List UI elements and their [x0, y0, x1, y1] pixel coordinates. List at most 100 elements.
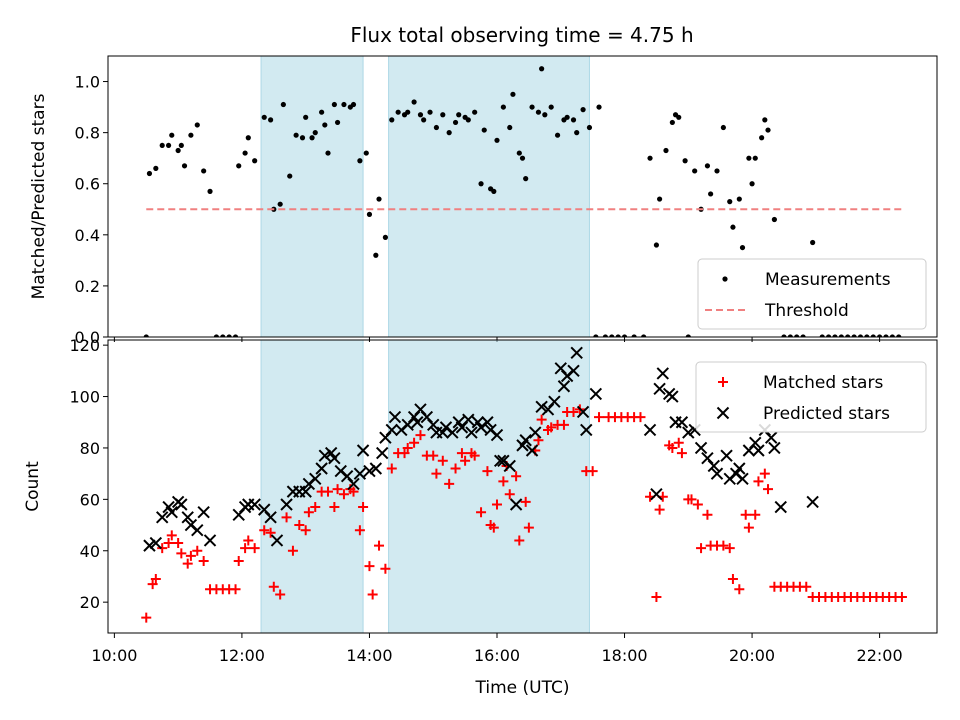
predicted-star-point — [315, 462, 328, 475]
matched-star-point — [456, 448, 467, 459]
matched-star-point — [409, 437, 420, 448]
measurement-point — [452, 119, 459, 126]
measurement-point — [376, 196, 382, 202]
measurement-point — [641, 334, 647, 337]
observing-window-shade — [388, 339, 590, 634]
predicted-star-point — [462, 413, 475, 426]
y-tick-label: 1.0 — [75, 73, 100, 92]
predicted-star-point — [388, 410, 402, 424]
matched-star-point — [476, 507, 487, 518]
matched-star-point — [750, 509, 761, 520]
matched-star-point — [469, 450, 480, 461]
measurement-point — [373, 252, 379, 258]
measurement-point — [787, 334, 793, 337]
legend-marker-matched — [718, 377, 728, 387]
predicted-star-point — [682, 426, 695, 439]
measurement-point — [727, 199, 733, 205]
matched-star-point — [415, 430, 426, 441]
measurement-point — [165, 142, 172, 149]
matched-star-point — [332, 484, 343, 495]
matched-star-point — [275, 589, 286, 600]
measurement-point — [845, 334, 851, 337]
matched-star-point — [323, 486, 334, 497]
measurement-point — [181, 163, 188, 169]
measurement-point — [322, 122, 328, 128]
matched-star-point — [558, 419, 569, 430]
y-axis-label: Matched/Predicted stars — [29, 93, 49, 299]
matched-star-point — [702, 509, 713, 520]
predicted-star-point — [318, 449, 332, 462]
predicted-star-point — [197, 505, 210, 519]
measurement-point — [312, 130, 318, 136]
measurement-point — [232, 334, 239, 337]
matched-star-point — [310, 502, 321, 513]
measurement-point — [810, 239, 816, 246]
matched-star-point — [523, 522, 534, 533]
predicted-star-point — [666, 390, 679, 403]
predicted-star-point — [369, 462, 383, 475]
predicted-star-point — [143, 539, 156, 552]
predicted-star-point — [764, 431, 778, 444]
predicted-star-point — [710, 467, 724, 480]
measurement-point — [749, 181, 755, 187]
matched-star-point — [147, 579, 158, 590]
predicted-star-point — [427, 418, 440, 432]
predicted-star-point — [149, 536, 163, 550]
predicted-star-point — [774, 500, 787, 514]
bottom-panel: 20 40 60 80 100 120 10:00 12:00 14:00 16:00 18:00 2… — [23, 336, 938, 698]
measurement-point — [752, 155, 758, 161]
observing-window-shade — [388, 55, 590, 338]
matched-star-point — [243, 535, 254, 546]
measurement-point — [433, 124, 440, 131]
measurement-point — [213, 334, 220, 337]
measurement-point — [293, 132, 299, 138]
measurement-point — [201, 168, 207, 174]
measurement-point — [685, 334, 691, 337]
predicted-star-point — [191, 523, 204, 537]
predicted-star-point — [270, 534, 284, 547]
measurement-point — [889, 334, 895, 337]
y-tick-label: 0.4 — [75, 226, 100, 245]
matched-star-point — [801, 581, 812, 592]
measurement-point — [395, 109, 401, 115]
matched-star-point — [163, 538, 174, 549]
measurement-point — [516, 150, 522, 156]
predicted-star-point — [363, 464, 376, 478]
matched-star-point — [718, 540, 729, 551]
measurement-point — [382, 234, 388, 240]
predicted-star-point — [248, 498, 261, 511]
predicted-star-point — [309, 472, 322, 485]
measurement-point — [631, 334, 637, 337]
matched-star-point — [743, 522, 754, 533]
x-tick-label: 10:00 — [91, 646, 137, 665]
measurement-point — [491, 188, 497, 194]
matched-star-point — [157, 543, 168, 554]
predicted-star-point — [749, 436, 762, 450]
measurement-point — [500, 104, 506, 110]
y-tick-label: 20 — [80, 593, 100, 612]
matched-star-point — [482, 466, 493, 477]
matched-star-point — [176, 548, 187, 559]
measurement-point — [245, 135, 251, 141]
measurement-point — [647, 155, 653, 161]
predicted-star-point — [347, 477, 360, 491]
measurement-point — [363, 150, 369, 156]
matched-star-point — [265, 527, 276, 538]
measurement-point — [746, 155, 752, 161]
measurement-point — [252, 158, 258, 164]
measurement-point — [548, 104, 554, 110]
matched-star-point — [498, 476, 509, 487]
y-axis-label: Count — [23, 461, 43, 512]
measurement-point — [870, 334, 876, 337]
predicted-star-point — [356, 444, 370, 457]
matched-star-point — [338, 489, 349, 500]
x-tick-label: 22:00 — [857, 646, 903, 665]
measurement-point — [440, 112, 446, 118]
measurement-point — [159, 142, 165, 149]
measurement-point — [341, 101, 347, 108]
matched-star-point — [303, 507, 314, 518]
measurement-point — [175, 147, 181, 154]
legend-label: Measurements — [765, 270, 891, 290]
matched-star-point — [240, 543, 251, 554]
